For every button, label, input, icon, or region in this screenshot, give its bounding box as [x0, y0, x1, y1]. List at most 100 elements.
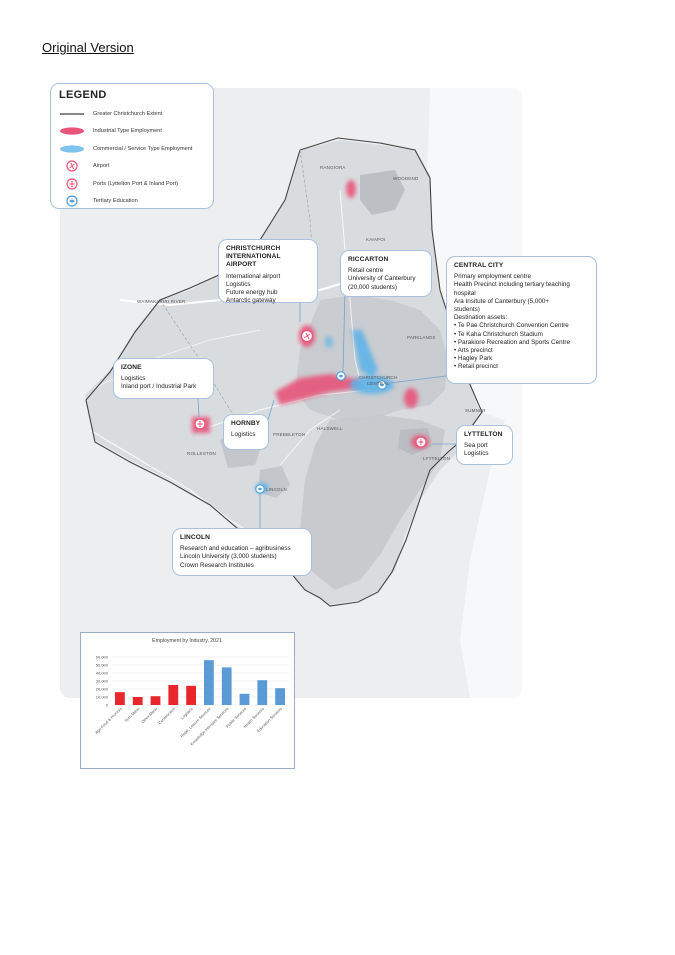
employment-chart: Employment by Industry, 2021 0 10,000 20,0…	[80, 632, 295, 769]
callout-line: Research and education – agribusiness	[180, 545, 291, 553]
y-tick-label: 0	[106, 703, 109, 708]
industrial-swatch-icon	[60, 127, 84, 135]
industrial-zone-hornby	[275, 374, 360, 405]
place-label: PARKLANDS	[407, 335, 436, 340]
commercial-zone-riccarton	[325, 336, 333, 348]
legend: LEGEND Greater Christchurch Extent Indus…	[50, 83, 214, 209]
rangiora-area	[360, 170, 405, 215]
education-icon	[336, 371, 346, 381]
place-label: SUMNER	[465, 408, 486, 413]
callout-airport: CHRISTCHURCH INTERNATIONAL AIRPORT Inter…	[218, 239, 318, 304]
callout-line: Crown Research Institutes	[180, 561, 254, 569]
legend-label: Industrial Type Employment	[93, 128, 162, 135]
bar	[150, 696, 161, 705]
y-tick-label: 40,000	[96, 671, 109, 676]
place-label: RANGIORA	[320, 165, 346, 170]
legend-label: Ports (Lyttelton Port & Inland Port)	[93, 180, 178, 187]
callout-title: CENTRAL CITY	[454, 262, 504, 269]
greater-christchurch-boundary	[85, 137, 483, 607]
place-label: WOODEND	[393, 176, 419, 181]
callout-line: Logistics	[464, 450, 489, 458]
callout-line: (20,000 students)	[348, 283, 398, 291]
place-label: KAIAPOI	[366, 237, 386, 242]
commercial-swatch-icon	[60, 145, 84, 153]
callout-line: • Hagley Park	[454, 355, 493, 363]
education-icon	[255, 484, 265, 494]
y-tick-label: 30,000	[96, 679, 109, 684]
place-label: CHRISTCHURCH CENTRAL	[358, 375, 398, 386]
port-icon	[194, 418, 206, 430]
callout-central-city: CENTRAL CITY Primary employment centre H…	[446, 256, 597, 384]
callout-line: Sea port	[464, 442, 488, 450]
legend-label: Airport	[93, 163, 110, 170]
y-tick-label: 10,000	[96, 695, 109, 700]
callout-line: • Arts precinct	[454, 347, 493, 355]
bar	[257, 680, 268, 705]
page-heading: Original Version	[42, 40, 134, 55]
callout-line: Ara Insitute of Canterbury (5,000+	[454, 297, 550, 305]
callout-title: HORNBY	[231, 420, 261, 427]
callout-line: Logistics	[231, 431, 256, 439]
place-label: LINCOLN	[266, 487, 287, 492]
bar	[204, 660, 214, 705]
callout-line: Future energy hub	[226, 289, 278, 297]
callout-title: CHRISTCHURCH INTERNATIONAL AIRPORT	[226, 245, 281, 269]
legend-label: Commercial / Service Type Employment	[93, 145, 193, 152]
x-tick-label: Logistics	[180, 706, 194, 720]
ocean	[425, 88, 522, 698]
callout-line: Logistics	[226, 280, 251, 288]
place-label: ROLLESTON	[187, 451, 216, 456]
place-label: LYTTELTON	[423, 456, 451, 461]
bar	[168, 685, 179, 705]
chart-title: Employment by Industry, 2021	[152, 638, 222, 644]
callout-line: hospital	[454, 289, 476, 297]
place-label: WAIMAKARIRI RIVER	[137, 299, 186, 304]
port-icon	[415, 436, 427, 448]
x-tick-label: Knowledge Intensive Services	[189, 706, 229, 746]
boundary-line-icon	[60, 113, 84, 115]
callout-title: RICCARTON	[348, 256, 389, 263]
callout-line: • Te Kaha Christchurch Stadium	[454, 330, 543, 338]
bar	[275, 688, 285, 705]
employment-chart-svg: Employment by Industry, 2021 0 10,000 20,0…	[94, 638, 289, 746]
legend-item: Commercial / Service Type Employment	[59, 140, 205, 158]
y-tick-label: 60,000	[96, 655, 109, 660]
callout-line: • Retail precinct	[454, 363, 498, 371]
industrial-zone-rangiora	[346, 180, 356, 198]
education-icon	[377, 380, 387, 390]
x-tick-label: Other Manu	[140, 706, 158, 724]
callout-line: • Parakiore Recreation and Sports Centre	[454, 338, 570, 346]
callout-line: University of Canterbury	[348, 275, 416, 283]
callout-line: students)	[454, 306, 480, 314]
legend-item: Greater Christchurch Extent	[59, 105, 205, 123]
bar	[221, 667, 232, 705]
legend-title: LEGEND	[59, 89, 107, 101]
bar	[239, 693, 250, 705]
callout-line: • Te Pae Christchurch Convention Centre	[454, 322, 569, 330]
y-tick-label: 20,000	[96, 687, 109, 692]
port-icon	[66, 178, 78, 190]
x-tick-label: Tech Manu	[123, 706, 140, 723]
place-label: HALSWELL	[317, 426, 343, 431]
legend-item: Tertiary Education	[59, 193, 205, 211]
y-tick-label: 50,000	[96, 663, 109, 668]
callout-riccarton: RICCARTON Retail centre University of Ca…	[340, 250, 432, 297]
bar	[186, 685, 196, 705]
airport-icon	[66, 160, 78, 172]
callout-line: Destination assets:	[454, 314, 508, 322]
callout-lyttelton: LYTTELTON Sea port Logistics	[456, 425, 513, 465]
x-tick-label: Retail, Leisure Services	[179, 706, 211, 738]
legend-label: Tertiary Education	[93, 198, 138, 205]
bar	[132, 697, 143, 705]
peninsula-hills	[300, 415, 445, 590]
callout-line: Inland port / Industrial Park	[121, 383, 197, 391]
callout-lincoln: LINCOLN Research and education – agribus…	[172, 528, 312, 576]
legend-item: Airport	[59, 158, 205, 176]
callout-line: Logistics	[121, 375, 146, 383]
airport-icon	[300, 329, 314, 343]
legend-label: Greater Christchurch Extent	[93, 110, 163, 117]
callout-title: LYTTELTON	[464, 431, 503, 438]
callout-line: Primary employment centre	[454, 273, 531, 281]
callout-izone: IZONE Logistics Inland port / Industrial…	[113, 358, 214, 399]
legend-item: Ports (Lyttelton Port & Inland Port)	[59, 175, 205, 193]
